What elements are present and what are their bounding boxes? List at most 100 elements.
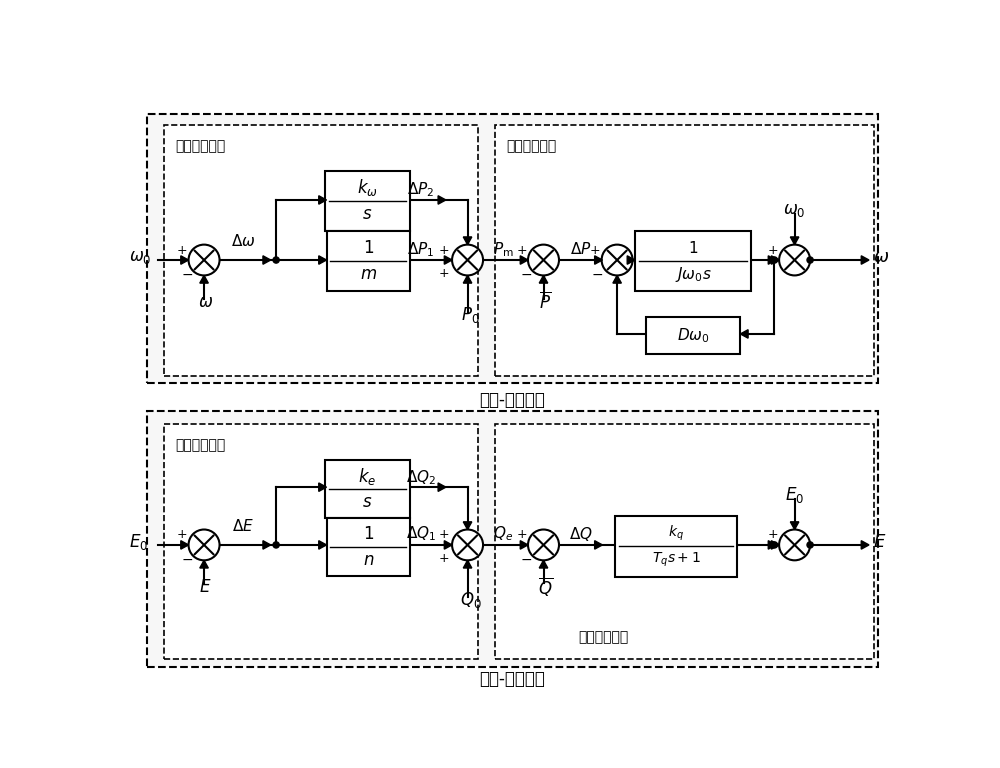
Text: 虚拟慣性控制: 虚拟慣性控制 [506,139,557,153]
Polygon shape [319,483,326,492]
Text: $s$: $s$ [362,493,373,511]
Text: $\omega_0$: $\omega_0$ [129,248,151,266]
Bar [326,230,410,291]
Polygon shape [463,561,472,568]
Text: $E$: $E$ [199,578,212,595]
Text: 虚拟调速控制: 虚拟调速控制 [175,139,226,153]
Text: $D\omega_0$: $D\omega_0$ [677,326,709,345]
Text: $P_0$: $P_0$ [461,306,480,326]
Text: $k_e$: $k_e$ [358,466,377,487]
Circle shape [602,245,633,276]
Circle shape [528,529,559,561]
Circle shape [273,257,279,263]
Text: $J\omega_0 s$: $J\omega_0 s$ [675,264,711,283]
Polygon shape [771,256,779,264]
Text: +: + [768,528,778,541]
Bar [326,518,410,576]
Text: +: + [768,243,778,257]
Polygon shape [790,237,799,245]
Polygon shape [438,483,446,492]
Text: +: + [439,266,450,280]
Text: $-$: $-$ [181,551,193,566]
Text: +: + [439,551,450,564]
Text: $k_\omega$: $k_\omega$ [357,177,378,198]
Text: $\Delta E$: $\Delta E$ [232,518,254,534]
Polygon shape [595,541,602,549]
Circle shape [771,542,778,548]
Polygon shape [181,541,189,549]
Bar [495,125,874,376]
Polygon shape [768,256,776,264]
Text: $T_q s+1$: $T_q s+1$ [652,551,700,569]
Text: $k_q$: $k_q$ [668,523,684,542]
Polygon shape [613,276,621,283]
Text: +: + [177,243,188,257]
Text: $\overline{P}$: $\overline{P}$ [539,291,551,312]
Text: $1$: $1$ [363,525,374,543]
Text: $\omega_0$: $\omega_0$ [783,201,806,219]
Text: 无功慣性控制: 无功慣性控制 [578,631,629,644]
Bar [325,170,410,230]
Bar [147,114,878,383]
Circle shape [528,245,559,276]
Polygon shape [263,541,271,549]
Text: $1$: $1$ [363,239,374,257]
Polygon shape [181,256,189,264]
Text: $-$: $-$ [591,266,603,281]
Bar [164,125,478,376]
Polygon shape [200,561,208,568]
Text: $-$: $-$ [181,266,193,281]
Text: $E$: $E$ [873,533,886,551]
Text: +: + [516,528,527,541]
Circle shape [779,529,810,561]
Text: $\Delta Q_2$: $\Delta Q_2$ [406,468,436,486]
Text: $E_0$: $E_0$ [129,531,148,552]
Bar [325,460,410,518]
Polygon shape [539,561,548,568]
Text: $-$: $-$ [520,551,533,566]
Polygon shape [740,329,748,338]
Polygon shape [263,256,271,264]
Text: +: + [516,243,527,257]
Circle shape [273,542,279,548]
Polygon shape [319,541,326,549]
Polygon shape [539,276,548,283]
Polygon shape [319,256,326,264]
Polygon shape [463,237,472,245]
Polygon shape [444,256,452,264]
Bar [615,515,737,578]
Text: $\Delta Q$: $\Delta Q$ [569,525,593,543]
Text: +: + [439,243,450,257]
Text: $1$: $1$ [688,240,698,256]
Text: $s$: $s$ [362,205,373,223]
Circle shape [452,245,483,276]
Circle shape [807,257,813,263]
Polygon shape [627,256,635,264]
Bar [635,230,751,291]
Text: $Q_e$: $Q_e$ [493,525,513,544]
Text: $\Delta Q_1$: $\Delta Q_1$ [406,525,436,544]
Text: $\Delta P_2$: $\Delta P_2$ [407,180,435,200]
Circle shape [189,529,220,561]
Text: $\Delta P$: $\Delta P$ [570,241,592,257]
Circle shape [189,245,220,276]
Text: $m$: $m$ [360,265,377,283]
Text: $\omega$: $\omega$ [873,248,889,266]
Circle shape [452,529,483,561]
Bar [495,424,874,659]
Text: $\Delta\omega$: $\Delta\omega$ [231,233,255,250]
Polygon shape [790,521,799,529]
Text: +: + [439,528,450,541]
Polygon shape [438,196,446,204]
Text: $P_{\rm m}$: $P_{\rm m}$ [493,240,514,259]
Text: 无功-电压控制: 无功-电压控制 [480,670,545,688]
Bar [646,317,740,354]
Text: $n$: $n$ [363,551,374,568]
Text: $\omega$: $\omega$ [198,293,213,310]
Polygon shape [200,276,208,283]
Circle shape [771,257,778,263]
Polygon shape [463,521,472,529]
Text: 有功-频率控制: 有功-频率控制 [480,391,545,409]
Text: 虚拟励磁控制: 虚拟励磁控制 [175,438,226,452]
Text: +: + [590,243,601,257]
